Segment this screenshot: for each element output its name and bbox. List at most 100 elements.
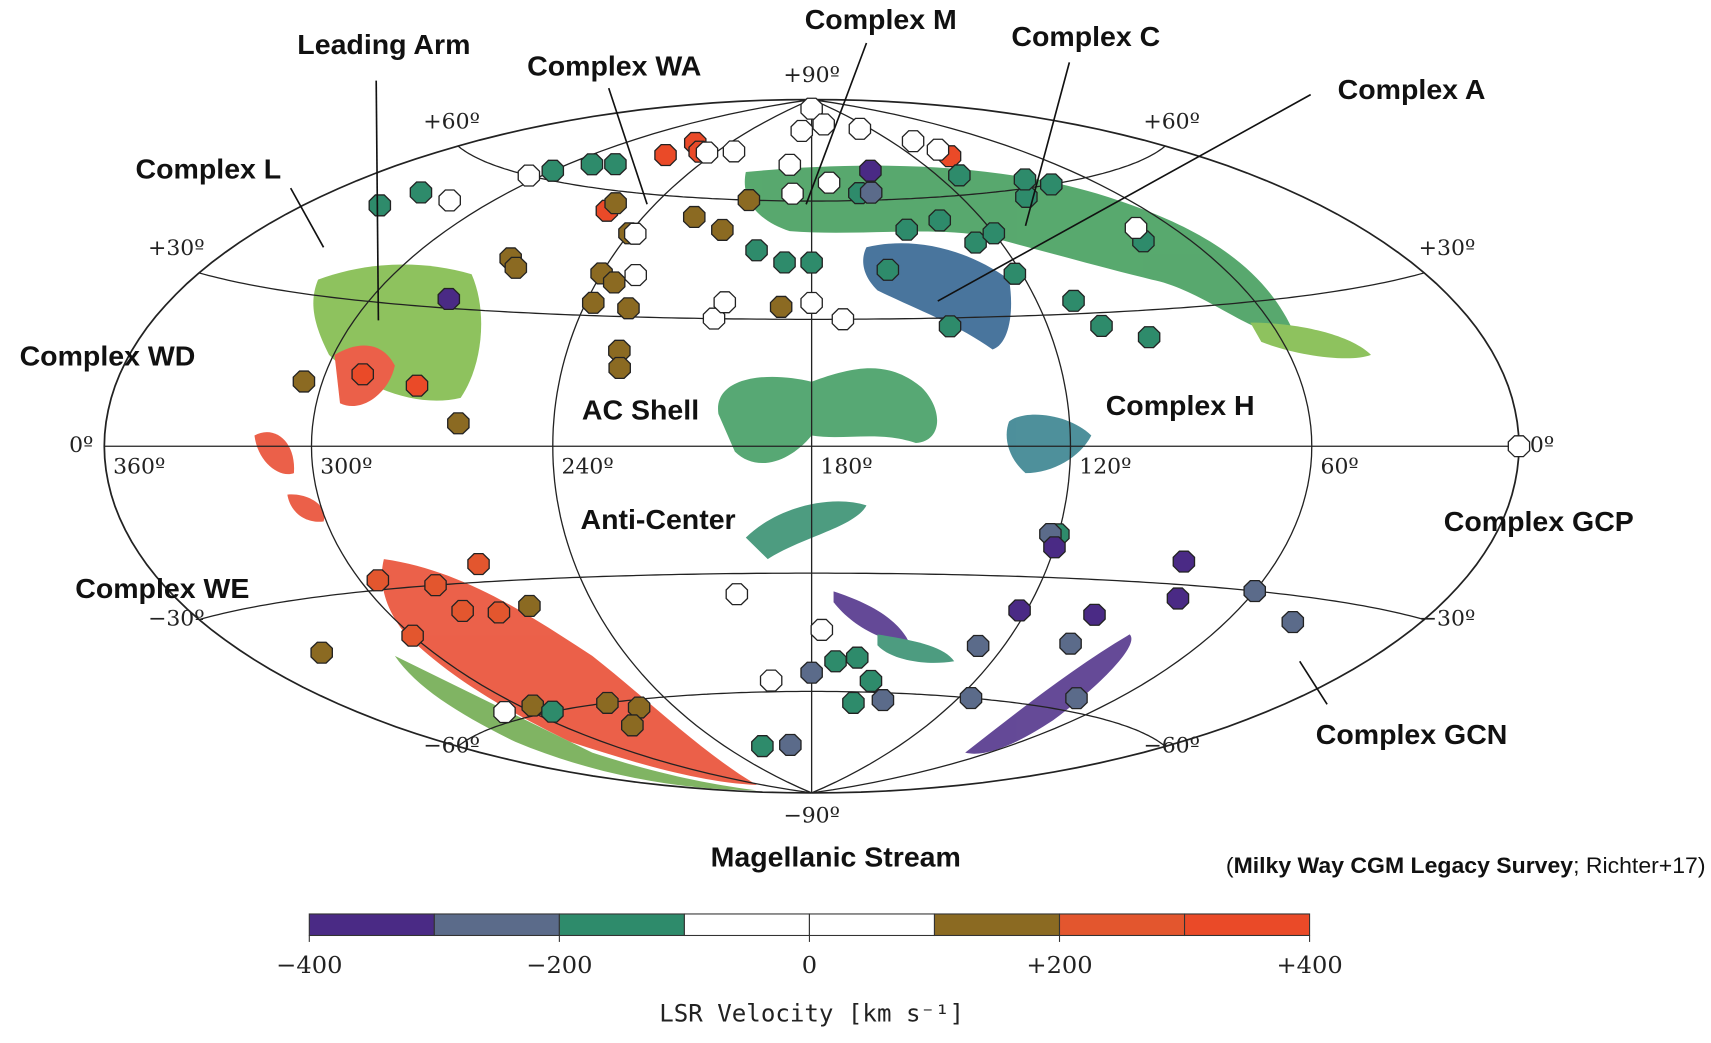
complex-label: Complex WA [527,50,701,82]
absorber [847,647,868,668]
absorber [1063,290,1084,311]
absorber [726,584,747,605]
absorber [960,688,981,709]
absorber [738,190,759,211]
absorber [967,635,988,656]
absorber [791,121,812,142]
colorbar-bin [309,914,434,936]
absorber [488,602,509,623]
absorber [311,642,332,663]
absorber [542,701,563,722]
lon-label: 240º [562,455,614,480]
absorber [983,223,1004,244]
absorber [452,601,473,622]
credit: (Milky Way CGM Legacy Survey; Richter+17… [1226,852,1706,878]
credit-part: Milky Way CGM Legacy Survey [1234,852,1574,878]
absorber [439,190,460,211]
lat-label: −90º [783,804,840,829]
absorber [605,154,626,175]
absorber [949,165,970,186]
absorber [714,292,735,313]
absorber [625,265,646,286]
absorber [1167,588,1188,609]
absorber [825,651,846,672]
absorber [605,193,626,214]
absorber [519,595,540,616]
absorber [712,219,733,240]
absorber [581,154,602,175]
credit-part: ; Richter+17) [1573,852,1705,878]
absorber [583,292,604,313]
absorber [369,195,390,216]
absorber [1041,174,1062,195]
colorbar-bin [434,914,559,936]
lat-label: 0º [1530,433,1554,458]
absorber [406,375,427,396]
colorbar-tick-label: −400 [276,951,342,979]
absorber [877,259,898,280]
absorber [1066,688,1087,709]
colorbar-bin [559,914,684,936]
absorber [402,625,423,646]
complex-label: Leading Arm [297,28,470,60]
absorber [367,570,388,591]
absorber [1044,537,1065,558]
absorber [849,118,870,139]
absorber [1004,263,1025,284]
lat-label: +60º [1143,109,1200,134]
absorber [801,292,822,313]
complex-label: Complex GCP [1444,505,1634,537]
absorber [622,715,643,736]
absorber [542,160,563,181]
absorber [1084,604,1105,625]
absorber [625,223,646,244]
lat-label: −60º [423,734,480,759]
colorbar-bin [1060,914,1185,936]
absorber [1060,633,1081,654]
complex-label: Magellanic Stream [711,841,961,873]
absorber [811,619,832,640]
absorber [518,165,539,186]
absorber [723,141,744,162]
absorber [609,358,630,379]
absorber [293,371,314,392]
complex-label: Complex GCN [1316,718,1508,750]
lon-label: 120º [1079,455,1131,480]
lon-label: 360º [113,455,165,480]
absorber [352,364,373,385]
absorber [1173,551,1194,572]
lat-label: +60º [423,109,480,134]
absorber [1091,315,1112,336]
complex-label: Complex M [805,3,957,35]
absorber [505,257,526,278]
absorber [927,139,948,160]
absorber [1244,581,1265,602]
absorber [902,131,923,152]
absorber [939,316,960,337]
lat-label: −30º [1419,607,1476,632]
absorber [746,240,767,261]
absorber [782,183,803,204]
colorbar-bin [934,914,1059,936]
absorber [448,413,469,434]
absorber [774,252,795,273]
lat-label: +30º [1419,236,1476,261]
colorbar-bin [809,914,934,936]
absorber [597,692,618,713]
leader-line [1300,661,1327,704]
absorber [860,160,881,181]
absorber [684,207,705,228]
colorbar-tick-label: −200 [526,951,592,979]
lon-label: 60º [1321,455,1359,480]
complex-label: Complex H [1106,389,1255,421]
absorber [1508,436,1529,457]
colorbar-bin [1185,914,1310,936]
complex-label: Complex L [136,153,282,185]
absorber [770,296,791,317]
absorber [861,182,882,203]
lat-label: 0º [69,433,93,458]
sky-map-figure: +90º+60º+60º+30º+30º0º0º−30º−30º−60º−60º… [0,0,1711,1043]
complex-label: Anti-Center [580,503,735,535]
complex-label: Complex C [1011,20,1160,52]
